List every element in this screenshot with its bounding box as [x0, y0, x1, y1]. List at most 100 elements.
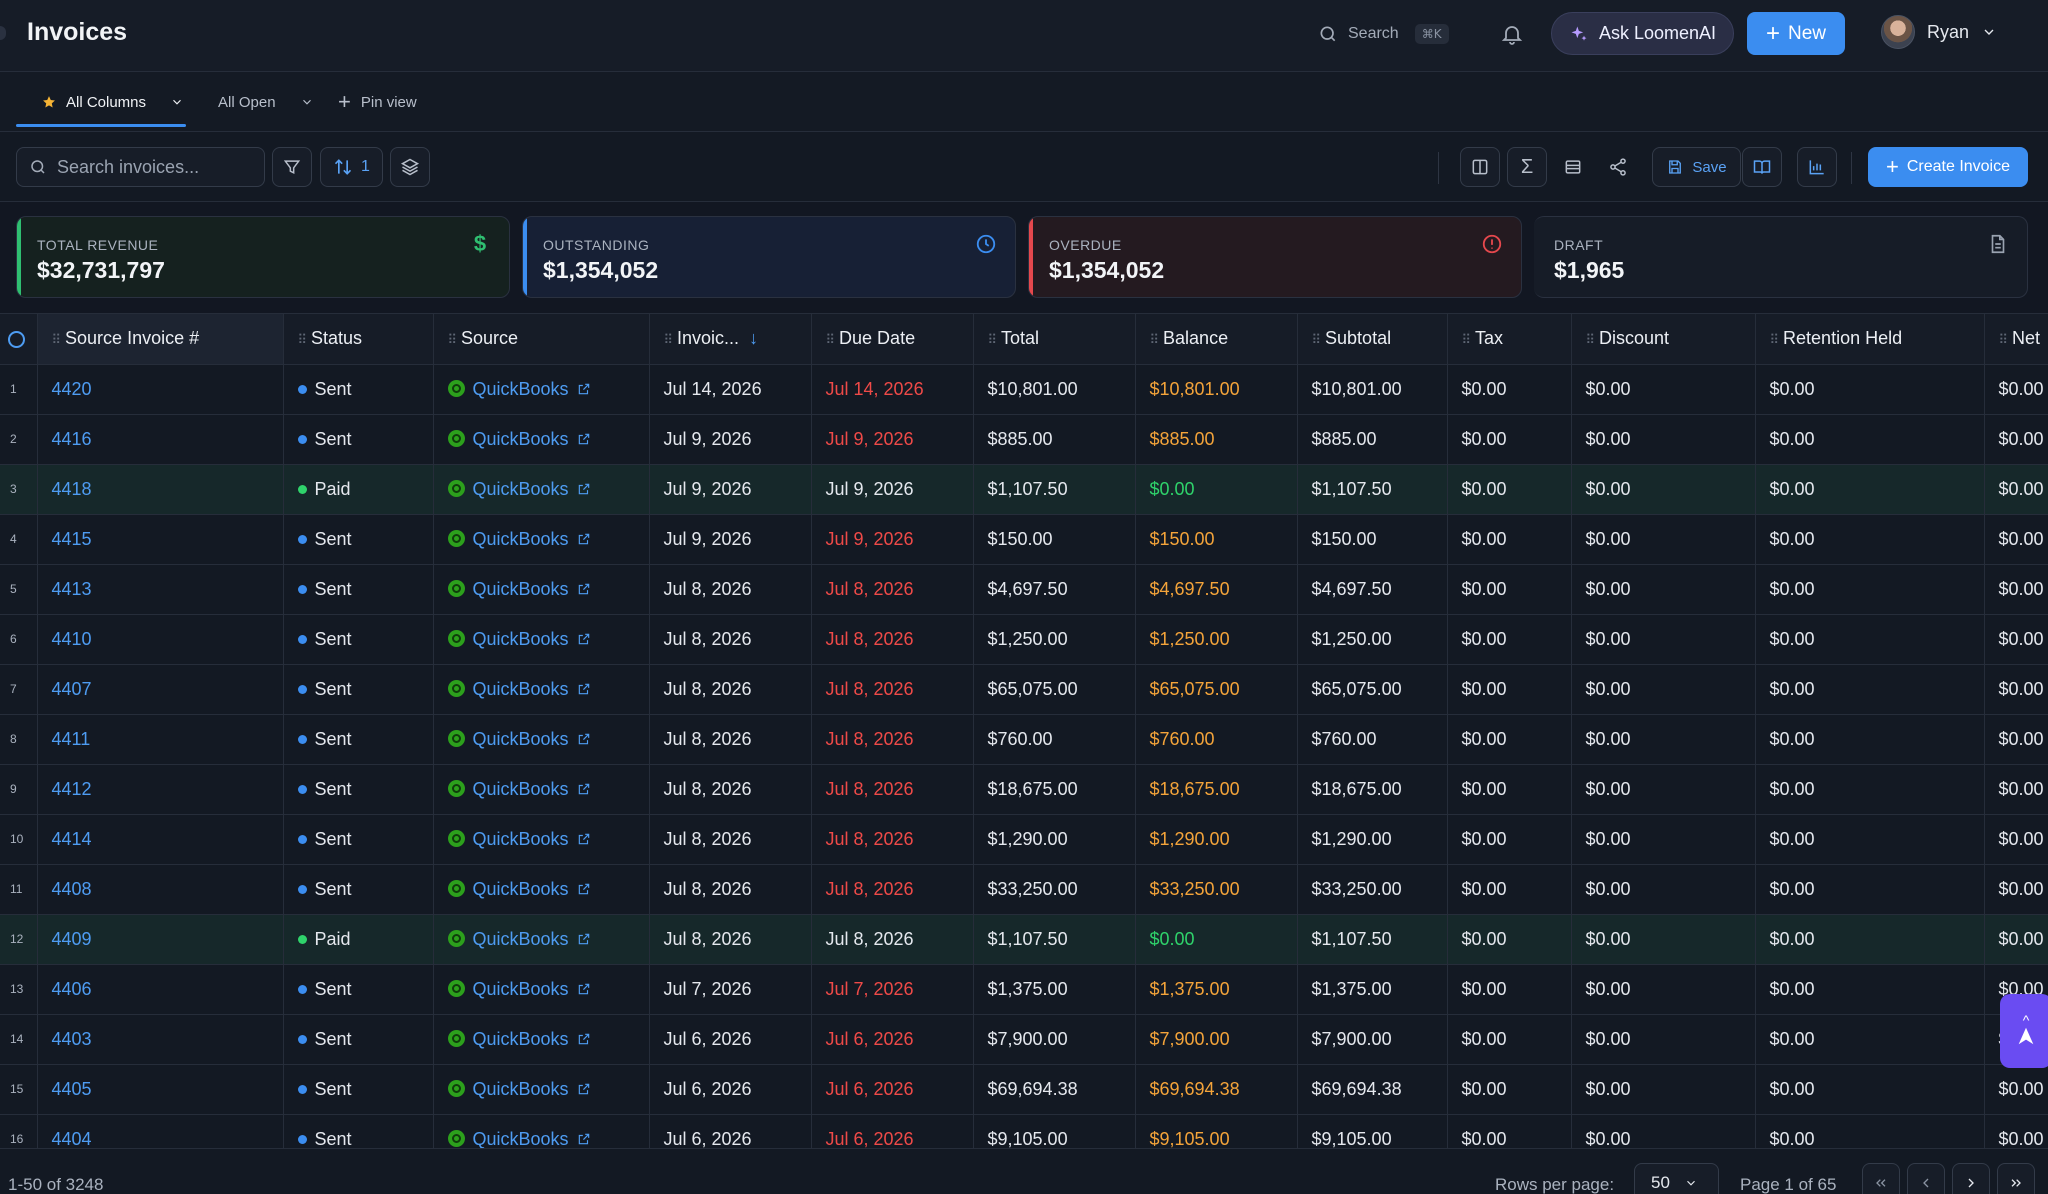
scroll-to-top-button[interactable]: ^ [2000, 994, 2048, 1068]
table-row[interactable]: 15 4405 Sent QuickBooks Jul 6, 2026 Jul 6, 20… [0, 1064, 2048, 1115]
next-page-button[interactable] [1952, 1163, 1990, 1194]
source-cell[interactable]: QuickBooks [433, 864, 650, 915]
source-cell[interactable]: QuickBooks [433, 914, 650, 965]
invoice-number-link[interactable]: 4406 [37, 964, 284, 1015]
table-row[interactable]: 12 4409 Paid QuickBooks Jul 8, 2026 Jul 8, 20… [0, 914, 2048, 965]
source-cell[interactable]: QuickBooks [433, 714, 650, 765]
table-row[interactable]: 13 4406 Sent QuickBooks Jul 7, 2026 Jul 7, 20… [0, 964, 2048, 1015]
drag-handle-icon[interactable]: ⠿ [447, 332, 457, 348]
table-row[interactable]: 9 4412 Sent QuickBooks Jul 8, 2026 Jul 8, 202… [0, 764, 2048, 815]
external-link-icon[interactable] [577, 1032, 591, 1046]
invoice-number-link[interactable]: 4420 [37, 364, 284, 415]
drag-handle-icon[interactable]: ⠿ [987, 332, 997, 348]
external-link-icon[interactable] [577, 382, 591, 396]
summary-button[interactable]: Σ [1507, 147, 1547, 187]
source-cell[interactable]: QuickBooks [433, 664, 650, 715]
source-cell[interactable]: QuickBooks [433, 1014, 650, 1065]
tab-all-open[interactable]: All Open [218, 72, 314, 132]
invoice-number-link[interactable]: 4415 [37, 514, 284, 565]
first-page-button[interactable] [1862, 1163, 1900, 1194]
table-row[interactable]: 7 4407 Sent QuickBooks Jul 8, 2026 Jul 8, 202… [0, 664, 2048, 715]
invoice-number-link[interactable]: 4408 [37, 864, 284, 915]
drag-handle-icon[interactable]: ⠿ [297, 332, 307, 348]
external-link-icon[interactable] [577, 1132, 591, 1146]
external-link-icon[interactable] [577, 1082, 591, 1096]
column-header-retention-held[interactable]: ⠿ Retention Held [1755, 314, 1985, 365]
new-button[interactable]: + New [1747, 12, 1845, 55]
external-link-icon[interactable] [577, 482, 591, 496]
table-row[interactable]: 8 4411 Sent QuickBooks Jul 8, 2026 Jul 8, 202… [0, 714, 2048, 765]
drag-handle-icon[interactable]: ⠿ [1149, 332, 1159, 348]
invoice-number-link[interactable]: 4404 [37, 1114, 284, 1148]
source-cell[interactable]: QuickBooks [433, 814, 650, 865]
drag-handle-icon[interactable]: ⠿ [51, 332, 61, 348]
table-row[interactable]: 5 4413 Sent QuickBooks Jul 8, 2026 Jul 8, 202… [0, 564, 2048, 615]
column-header-status[interactable]: ⠿ Status [283, 314, 434, 365]
drag-handle-icon[interactable]: ⠿ [1585, 332, 1595, 348]
external-link-icon[interactable] [577, 832, 591, 846]
columns-button[interactable] [1460, 147, 1500, 187]
source-cell[interactable]: QuickBooks [433, 614, 650, 665]
external-link-icon[interactable] [577, 782, 591, 796]
invoice-number-link[interactable]: 4403 [37, 1014, 284, 1065]
table-row[interactable]: 1 4420 Sent QuickBooks Jul 14, 2026 Jul 14, 2… [0, 364, 2048, 415]
source-cell[interactable]: QuickBooks [433, 364, 650, 415]
drag-handle-icon[interactable]: ⠿ [1311, 332, 1321, 348]
source-cell[interactable]: QuickBooks [433, 964, 650, 1015]
external-link-icon[interactable] [577, 432, 591, 446]
column-header-subtotal[interactable]: ⠿ Subtotal [1297, 314, 1448, 365]
column-header-total[interactable]: ⠿ Total [973, 314, 1136, 365]
drag-handle-icon[interactable]: ⠿ [1769, 332, 1779, 348]
filter-button[interactable] [272, 147, 312, 187]
chart-button[interactable] [1797, 147, 1837, 187]
invoice-number-link[interactable]: 4405 [37, 1064, 284, 1115]
table-row[interactable]: 6 4410 Sent QuickBooks Jul 8, 2026 Jul 8, 202… [0, 614, 2048, 665]
column-header-discount[interactable]: ⠿ Discount [1571, 314, 1756, 365]
table-row[interactable]: 16 4404 Sent QuickBooks Jul 6, 2026 Jul 6, 20… [0, 1114, 2048, 1148]
external-link-icon[interactable] [577, 632, 591, 646]
external-link-icon[interactable] [577, 532, 591, 546]
source-cell[interactable]: QuickBooks [433, 1064, 650, 1115]
previous-page-button[interactable] [1907, 1163, 1945, 1194]
invoice-number-link[interactable]: 4416 [37, 414, 284, 465]
table-row[interactable]: 11 4408 Sent QuickBooks Jul 8, 2026 Jul 8, 20… [0, 864, 2048, 915]
sort-button[interactable]: 1 [320, 147, 383, 187]
sidebar-toggle-handle[interactable] [0, 26, 6, 40]
tab-all-columns[interactable]: All Columns [16, 72, 186, 132]
table-row[interactable]: 10 4414 Sent QuickBooks Jul 8, 2026 Jul 8, 20… [0, 814, 2048, 865]
select-all-checkbox[interactable] [0, 314, 38, 365]
column-header-source[interactable]: ⠿ Source [433, 314, 650, 365]
drag-handle-icon[interactable]: ⠿ [1461, 332, 1471, 348]
invoice-number-link[interactable]: 4412 [37, 764, 284, 815]
external-link-icon[interactable] [577, 582, 591, 596]
external-link-icon[interactable] [577, 682, 591, 696]
column-header-source-invoice[interactable]: ⠿ Source Invoice # [37, 314, 284, 365]
create-invoice-button[interactable]: + Create Invoice [1868, 147, 2028, 187]
table-row[interactable]: 2 4416 Sent QuickBooks Jul 9, 2026 Jul 9, 202… [0, 414, 2048, 465]
source-cell[interactable]: QuickBooks [433, 414, 650, 465]
drag-handle-icon[interactable]: ⠿ [825, 332, 835, 348]
external-link-icon[interactable] [577, 932, 591, 946]
save-view-button[interactable]: Save [1652, 147, 1741, 187]
ask-ai-button[interactable]: Ask LoomenAI [1551, 12, 1734, 55]
table-row[interactable]: 14 4403 Sent QuickBooks Jul 6, 2026 Jul 6, 20… [0, 1014, 2048, 1065]
source-cell[interactable]: QuickBooks [433, 764, 650, 815]
invoice-number-link[interactable]: 4407 [37, 664, 284, 715]
drag-handle-icon[interactable]: ⠿ [1998, 332, 2008, 348]
search-input[interactable] [57, 156, 257, 178]
source-cell[interactable]: QuickBooks [433, 1114, 650, 1148]
column-header-tax[interactable]: ⠿ Tax [1447, 314, 1572, 365]
user-menu[interactable]: Ryan [1881, 15, 1997, 49]
pin-view-button[interactable]: + Pin view [338, 72, 417, 132]
external-link-icon[interactable] [577, 882, 591, 896]
external-link-icon[interactable] [577, 982, 591, 996]
source-cell[interactable]: QuickBooks [433, 514, 650, 565]
global-search-button[interactable]: Search ⌘K [1318, 19, 1449, 49]
column-header-net[interactable]: ⠿ Net [1984, 314, 2048, 365]
invoice-number-link[interactable]: 4413 [37, 564, 284, 615]
share-button[interactable] [1599, 147, 1637, 187]
table-row[interactable]: 4 4415 Sent QuickBooks Jul 9, 2026 Jul 9, 202… [0, 514, 2048, 565]
rows-per-page-select[interactable]: 50 [1634, 1163, 1719, 1194]
density-button[interactable] [1554, 147, 1592, 187]
source-cell[interactable]: QuickBooks [433, 564, 650, 615]
